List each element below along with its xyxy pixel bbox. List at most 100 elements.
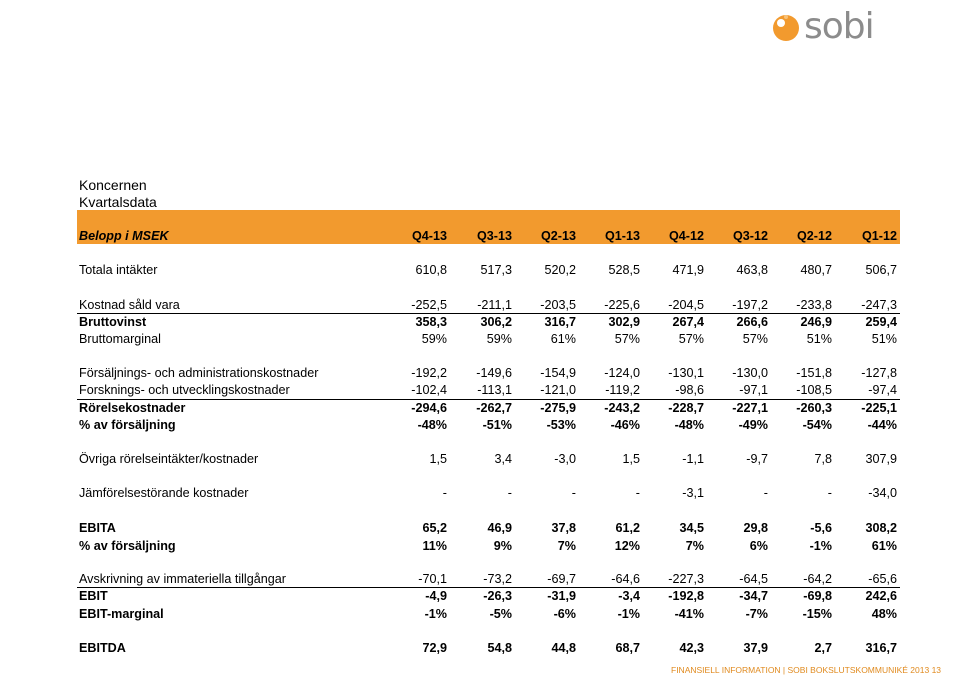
table-cell: -49% [738, 418, 768, 432]
table-cell: -5% [489, 607, 512, 621]
table-cell: -73,2 [483, 572, 512, 586]
table-cell: -46% [610, 418, 640, 432]
table-cell: -3,4 [618, 589, 640, 603]
table-cell: -149,6 [476, 366, 512, 380]
table-cell: -6% [553, 607, 576, 621]
table-cell: -211,1 [477, 298, 512, 312]
table-cell: -227,3 [668, 572, 704, 586]
table-cell: - [827, 486, 832, 500]
table-cell: -7% [745, 607, 768, 621]
table-cell: 48% [871, 607, 897, 621]
table-cell: - [763, 486, 768, 500]
table-cell: -48% [674, 418, 704, 432]
table-cell: 463,8 [736, 263, 768, 277]
table-cell: -130,0 [732, 366, 768, 380]
table-cell: 308,2 [865, 521, 897, 535]
row-label: Övriga rörelseintäkter/kostnader [79, 452, 259, 466]
table-cell: 29,8 [743, 521, 768, 535]
column-header: Q4-12 [668, 229, 704, 243]
table-cell: -64,2 [803, 572, 832, 586]
table-cell: 259,4 [865, 315, 897, 329]
table-cell: -64,5 [739, 572, 768, 586]
table-cell: 242,6 [865, 589, 897, 603]
table-cell: - [442, 486, 447, 500]
table-header-row: Belopp i MSEK Q4-13 Q3-13 Q2-13 Q1-13 Q4-12 Q3… [0, 228, 960, 245]
table-cell: -203,5 [540, 298, 576, 312]
table-cell: -102,4 [411, 383, 447, 397]
table-cell: -26,3 [483, 589, 512, 603]
row-label: Försäljnings- och administrationskostnad… [79, 366, 319, 380]
sobi-logo: sobi [772, 6, 882, 47]
row-label: Bruttomarginal [79, 332, 161, 346]
table-cell: -260,3 [796, 401, 832, 415]
table-cell: -130,1 [668, 366, 704, 380]
table-row: Rörelsekostnader -294,6 -262,7 -275,9 -243,2… [0, 400, 960, 417]
page-footer: FINANSIELL INFORMATION | SOBI BOKSLUTSKO… [671, 665, 942, 675]
sobi-logo-text: sobi [804, 6, 875, 47]
table-cell: -44% [867, 418, 897, 432]
table-cell: - [635, 486, 640, 500]
table-row: Försäljnings- och administrationskostnad… [0, 365, 960, 382]
table-cell: 3,4 [494, 452, 512, 466]
table-cell: -294,6 [411, 401, 447, 415]
table-cell: -9,7 [746, 452, 768, 466]
table-cell: -1,1 [682, 452, 704, 466]
table-cell: -54% [802, 418, 832, 432]
table-row: EBIT -4,9 -26,3 -31,9 -3,4 -192,8 -34,7 -69,8 24… [0, 588, 960, 605]
table-cell: -228,7 [668, 401, 704, 415]
table-cell: 7,8 [814, 452, 832, 466]
page-title: Koncernen [79, 177, 147, 193]
table-cell: -64,6 [611, 572, 640, 586]
table-row: Övriga rörelseintäkter/kostnader 1,5 3,4 -3… [0, 451, 960, 468]
table-cell: 6% [749, 539, 768, 553]
table-cell: 306,2 [480, 315, 512, 329]
table-cell: -204,5 [668, 298, 704, 312]
table-cell: 11% [422, 539, 447, 553]
table-cell: -192,8 [668, 589, 704, 603]
subtotal-divider [77, 587, 900, 588]
page-subtitle: Kvartalsdata [79, 194, 157, 210]
table-row: EBITDA 72,9 54,8 44,8 68,7 42,3 37,9 2,7 316,7 [0, 640, 960, 657]
table-cell: -15% [802, 607, 832, 621]
table-cell: 37,8 [551, 521, 576, 535]
table-cell: -97,1 [739, 383, 768, 397]
table-cell: 42,3 [679, 641, 704, 655]
table-cell: -98,6 [675, 383, 704, 397]
table-cell: 471,9 [672, 263, 704, 277]
table-cell: 1,5 [429, 452, 447, 466]
subtotal-divider [77, 399, 900, 400]
table-cell: 12% [614, 539, 640, 553]
table-cell: -41% [674, 607, 704, 621]
table-cell: -70,1 [418, 572, 447, 586]
table-cell: 51% [806, 332, 832, 346]
table-cell: 65,2 [422, 521, 447, 535]
row-label: Totala intäkter [79, 263, 158, 277]
table-row: Jämförelsestörande kostnader - - - - -3,1 - - -3… [0, 485, 960, 502]
table-cell: -119,2 [605, 383, 640, 397]
table-cell: 7% [557, 539, 576, 553]
table-row: Avskrivning av immateriella tillgångar -7… [0, 571, 960, 588]
table-cell: -197,2 [732, 298, 768, 312]
table-cell: -31,9 [547, 589, 576, 603]
table-cell: -275,9 [540, 401, 576, 415]
table-cell: -69,7 [547, 572, 576, 586]
table-cell: -1% [424, 607, 447, 621]
unit-label: Belopp i MSEK [79, 229, 169, 243]
table-cell: 9% [493, 539, 512, 553]
table-cell: 61% [550, 332, 576, 346]
row-label: EBIT-marginal [79, 607, 164, 621]
table-cell: - [507, 486, 512, 500]
table-cell: -5,6 [810, 521, 832, 535]
table-cell: 316,7 [865, 641, 897, 655]
table-cell: 61% [871, 539, 897, 553]
table-cell: -69,8 [803, 589, 832, 603]
table-cell: -121,0 [540, 383, 576, 397]
row-label: Jämförelsestörande kostnader [79, 486, 249, 500]
row-label: EBIT [79, 589, 108, 603]
row-label: Kostnad såld vara [79, 298, 180, 312]
table-cell: 506,7 [865, 263, 897, 277]
table-cell: 267,4 [672, 315, 704, 329]
table-row: EBITA 65,2 46,9 37,8 61,2 34,5 29,8 -5,6 308,2 [0, 520, 960, 537]
table-cell: -233,8 [796, 298, 832, 312]
table-cell: -192,2 [411, 366, 447, 380]
